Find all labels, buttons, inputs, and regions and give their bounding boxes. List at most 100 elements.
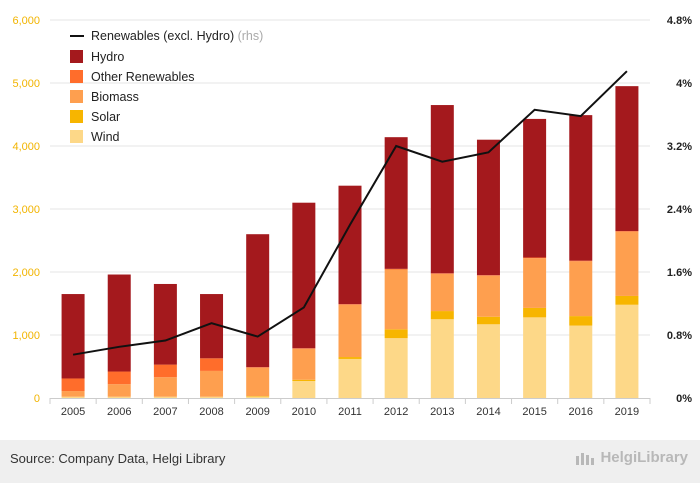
bar-hydro <box>430 105 454 274</box>
bar-biomass <box>569 261 593 317</box>
bar-biomass <box>200 370 224 397</box>
x-axis-tick-label: 2014 <box>476 406 500 418</box>
x-axis-tick-label: 2007 <box>153 406 177 418</box>
legend-item-line: Renewables (excl. Hydro) (rhs) <box>70 29 263 43</box>
bar-solar <box>430 311 454 320</box>
bar-hydro <box>61 294 85 379</box>
y-axis-tick-label: 0 <box>34 393 40 405</box>
bar-biomass <box>292 348 316 380</box>
bar-solar <box>292 379 316 381</box>
bar-wind <box>61 396 85 398</box>
footer-bar: Source: Company Data, Helgi Library Helg… <box>0 440 700 483</box>
chart-canvas: 0 0% 1,000 0.8% 2,000 1.6% 3,000 2.4% 4,000 3.2% 5… <box>12 15 692 418</box>
x-axis-tick-label: 2012 <box>384 406 408 418</box>
bar-wind <box>200 396 224 398</box>
y2-axis-tick-label: 4% <box>676 78 692 90</box>
line-renewables-excl-hydro <box>72 70 628 356</box>
bar-hydro <box>476 139 500 276</box>
bar-hydro <box>107 274 131 372</box>
bar-hydro <box>338 185 362 305</box>
bar-hydro <box>246 234 270 368</box>
bar-biomass <box>615 231 639 296</box>
x-axis-tick-label: 2013 <box>430 406 454 418</box>
bar-hydro <box>200 294 224 359</box>
y2-axis-tick-label: 0% <box>676 393 692 405</box>
bar-hydro <box>569 115 593 261</box>
bar-other-renewables <box>200 358 224 371</box>
bar-hydro <box>153 283 177 365</box>
bar-other-renewables <box>523 257 547 259</box>
bar-hydro <box>615 86 639 232</box>
legend: Renewables (excl. Hydro) (rhs) Hydro Other… <box>70 29 263 144</box>
bar-biomass <box>107 384 131 397</box>
legend-item-other-renewables: Other Renewables <box>70 70 195 84</box>
bar-wind <box>523 317 547 398</box>
bar-solar <box>384 329 408 339</box>
x-axis-tick-label: 2005 <box>61 406 85 418</box>
bar-other-renewables <box>430 273 454 274</box>
bar-wind <box>153 396 177 398</box>
bar-other-renewables <box>292 348 316 349</box>
bar-wind <box>246 396 270 398</box>
legend-label-suffix: (rhs) <box>238 29 264 43</box>
bar-wind <box>430 319 454 398</box>
bar-hydro <box>523 118 547 258</box>
legend-label: Solar <box>91 110 120 124</box>
axis-layer: 0 0% 1,000 0.8% 2,000 1.6% 3,000 2.4% 4,000 3.2% 5… <box>12 15 692 418</box>
brand-logo[interactable]: HelgiLibrary <box>575 449 688 466</box>
bar-wind <box>615 304 639 398</box>
bar-solar <box>338 357 362 359</box>
bar-other-renewables <box>569 260 593 262</box>
legend-item-hydro: Hydro <box>70 50 124 64</box>
bar-other-renewables <box>153 364 177 378</box>
x-axis-tick-label: 2011 <box>338 406 362 418</box>
legend-label: Hydro <box>91 50 124 64</box>
legend-swatch <box>70 110 83 123</box>
x-axis-tick-label: 2008 <box>199 406 223 418</box>
x-axis-tick-label: 2009 <box>245 406 269 418</box>
legend-swatch <box>70 70 83 83</box>
bar-solar <box>246 396 270 397</box>
bar-biomass <box>476 275 500 317</box>
y2-axis-tick-label: 3.2% <box>667 141 692 153</box>
bar-hydro <box>292 202 316 349</box>
bar-other-renewables <box>384 268 408 270</box>
y-axis-tick-label: 6,000 <box>12 15 40 27</box>
legend-label: Wind <box>91 130 120 144</box>
legend-item-solar: Solar <box>70 110 120 124</box>
x-axis-tick-label: 2006 <box>107 406 131 418</box>
bar-wind <box>107 396 131 398</box>
y-axis-tick-label: 1,000 <box>12 330 40 342</box>
bar-biomass <box>338 304 362 358</box>
bar-solar <box>615 295 639 305</box>
bar-solar <box>476 316 500 325</box>
y2-axis-tick-label: 2.4% <box>667 204 692 216</box>
x-axis-tick-label: 2015 <box>522 406 546 418</box>
legend-label-main: Renewables (excl. Hydro) <box>91 29 238 43</box>
legend-swatch <box>70 130 83 143</box>
bar-solar <box>569 316 593 326</box>
bar-biomass <box>246 367 270 397</box>
x-axis-tick-label: 2010 <box>292 406 316 418</box>
legend-label: Other Renewables <box>91 70 195 84</box>
bar-biomass <box>61 391 85 397</box>
y2-axis-tick-label: 1.6% <box>667 267 692 279</box>
bar-other-renewables <box>61 378 85 392</box>
bar-wind <box>292 380 316 398</box>
legend-item-biomass: Biomass <box>70 90 139 104</box>
bar-other-renewables <box>615 231 639 232</box>
bar-wind <box>338 358 362 398</box>
bar-biomass <box>430 273 454 312</box>
bar-other-renewables <box>107 371 131 385</box>
bar-biomass <box>384 269 408 330</box>
y-axis-tick-label: 2,000 <box>12 267 40 279</box>
bar-biomass <box>523 258 547 308</box>
line-series-layer <box>72 70 628 356</box>
x-axis-tick-label: 2019 <box>615 406 639 418</box>
y-axis-tick-label: 3,000 <box>12 204 40 216</box>
source-note: Source: Company Data, Helgi Library <box>10 451 226 466</box>
library-icon <box>576 452 595 465</box>
bar-wind <box>476 324 500 398</box>
legend-label: Biomass <box>91 90 139 104</box>
y-axis-tick-label: 5,000 <box>12 78 40 90</box>
